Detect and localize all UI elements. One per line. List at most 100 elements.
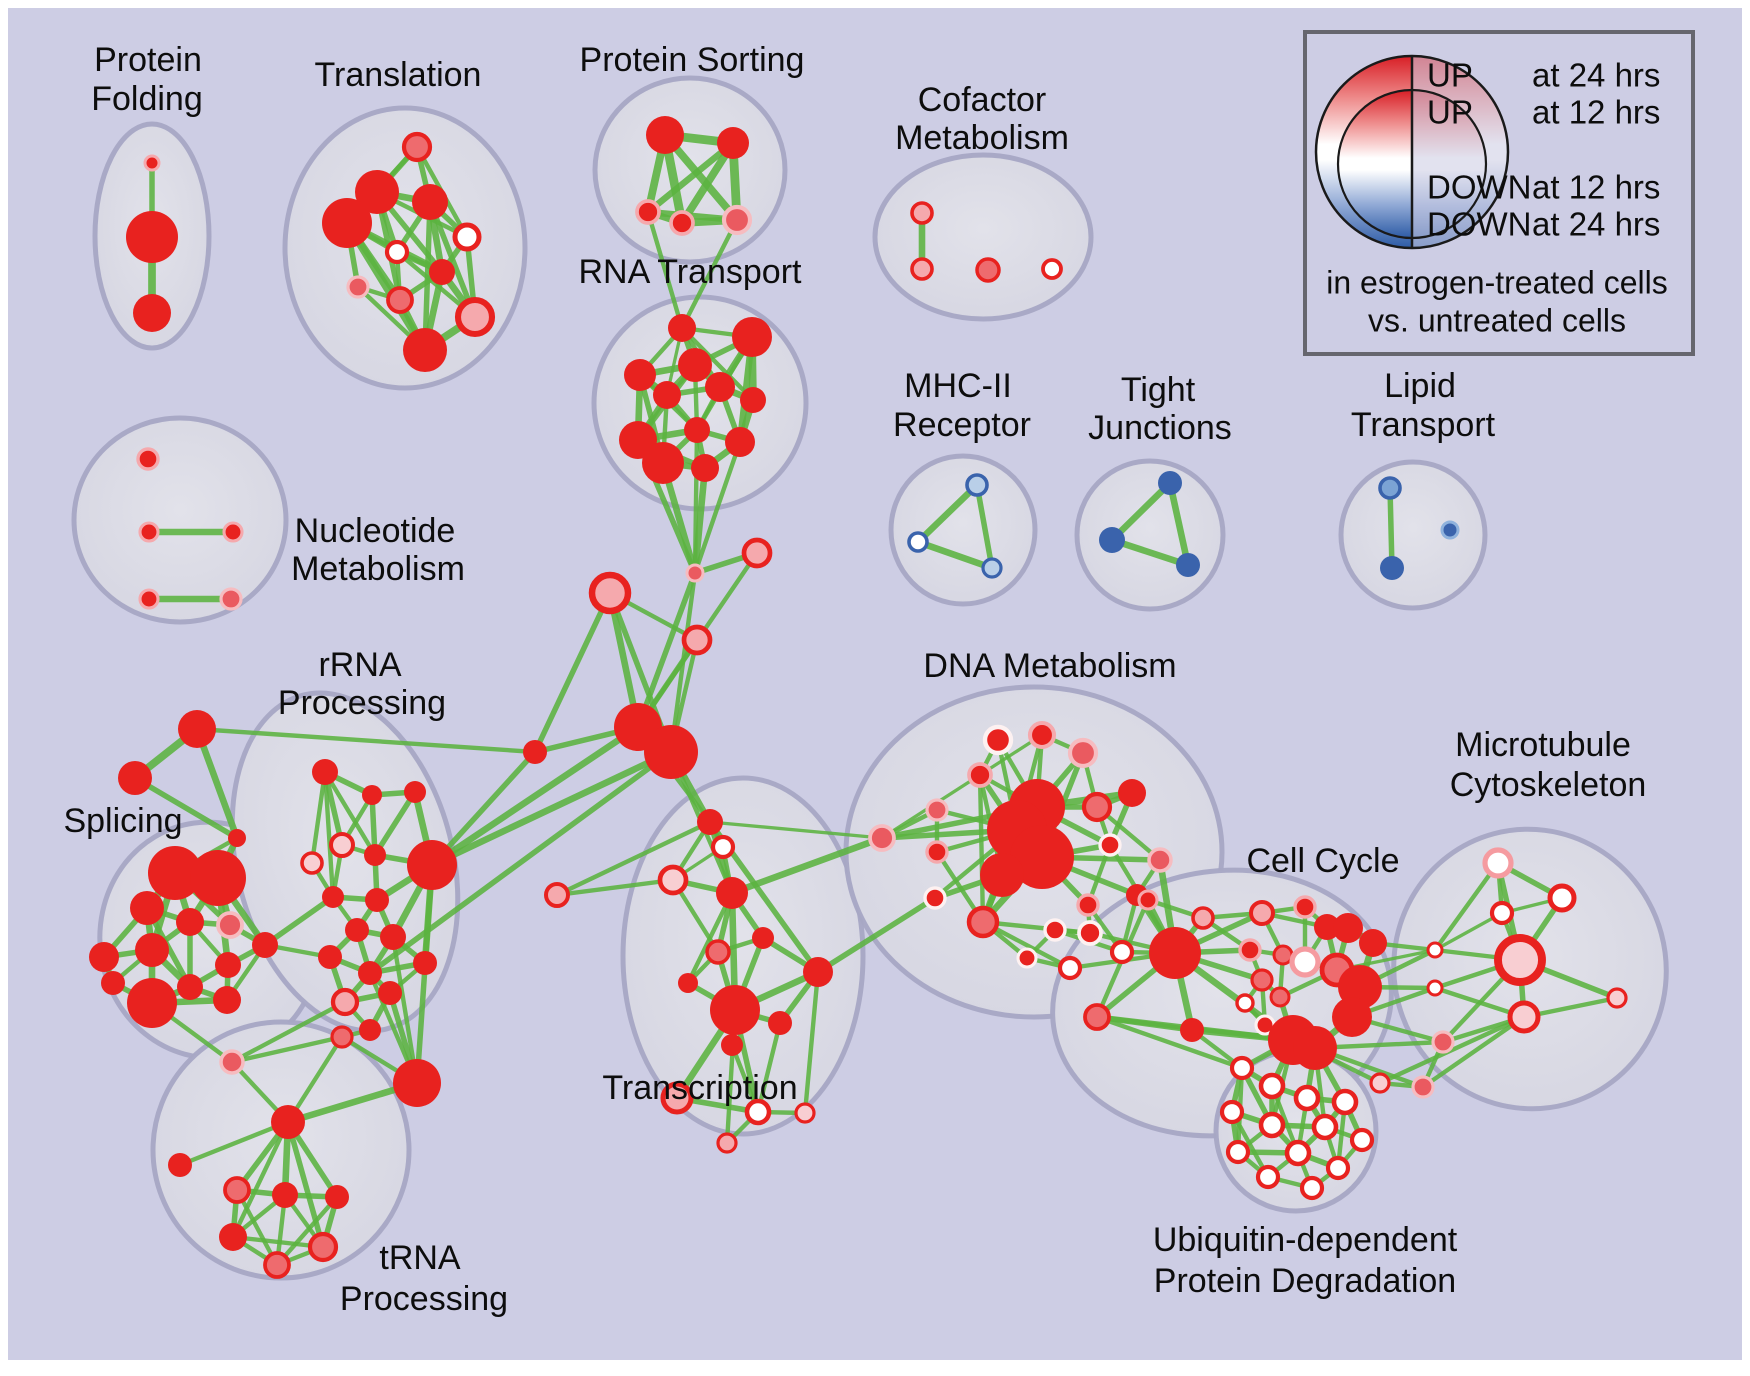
network-node [413,951,437,975]
network-node [768,1011,792,1035]
network-node [127,978,177,1028]
network-node [393,1059,441,1107]
network-edge [1094,1014,1195,1033]
network-edge [322,769,378,858]
network-node [1077,920,1103,946]
network-node [219,1049,245,1075]
cluster-label-rrna-processing: Processing [278,684,446,722]
network-node [219,587,243,611]
network-node [452,222,482,252]
network-node [1293,1084,1321,1112]
network-node [1333,913,1363,943]
network-edge [309,769,328,866]
network-node [716,1132,738,1154]
cluster-label-splicing: Splicing [63,802,182,840]
network-node [403,328,447,372]
network-node [135,933,169,967]
network-node [312,759,338,785]
network-node [1311,1113,1339,1141]
network-node [1426,979,1444,997]
network-node [252,932,278,958]
network-node [329,832,355,858]
network-node [803,957,833,987]
network-node [965,473,989,497]
cluster-label-tight-junctions: Junctions [1088,409,1232,447]
network-node [263,1251,291,1279]
network-node [1332,997,1372,1037]
legend-time-label: at 12 hrs [1532,94,1660,131]
network-edge [914,538,996,572]
cluster-label-lipid-transport: Transport [1351,406,1496,444]
cluster-label-nucleotide-metabolism: Metabolism [291,550,465,588]
network-node [1314,914,1340,940]
network-node [1289,946,1321,978]
network-node [544,882,570,908]
cluster-label-rna-transport: RNA Transport [579,253,803,291]
network-node [1083,1003,1111,1031]
network-edge [1094,1014,1245,1071]
network-node [1293,895,1317,919]
network-node [653,381,681,409]
network-node [384,239,410,265]
network-edge [390,934,420,1086]
network-node [717,127,749,159]
cluster-label-microtubule-cytoskeleton: Microtubule [1455,726,1631,764]
legend-direction-label: UP [1427,57,1473,94]
network-edge [708,820,884,840]
network-edge [679,325,756,403]
network-node [1258,1072,1286,1100]
network-node [378,981,402,1005]
network-node [1380,556,1404,580]
cluster-label-protein-folding: Folding [91,80,203,118]
network-node [322,886,344,908]
network-edge [644,139,737,216]
legend-direction-label: DOWN [1427,169,1531,206]
network-node [216,911,244,939]
network-node [1027,720,1057,750]
network-node [725,427,755,457]
network-node [624,359,656,391]
network-node [923,886,947,910]
legend-direction-label: UP [1427,94,1473,131]
network-node [272,1182,298,1208]
network-edge [429,749,538,868]
network-node [1238,938,1262,962]
network-edge [194,726,538,755]
network-node [1293,1026,1337,1070]
legend-time-label: at 24 hrs [1532,57,1660,94]
network-node [1225,1139,1251,1165]
network-node [364,844,386,866]
network-node [1258,1111,1286,1139]
network-node [118,761,152,795]
network-node [741,537,773,569]
network-edge [132,775,240,841]
network-node [1359,929,1387,957]
network-edge [1108,536,1192,569]
network-node [177,974,203,1000]
cluster-label-microtubule-cytoskeleton: Cytoskeleton [1450,766,1647,804]
cluster-label-mhc-ii-receptor: Receptor [893,406,1031,444]
network-node [190,850,246,906]
network-node [325,1185,349,1209]
network-node [1176,553,1200,577]
network-edge [322,769,336,900]
network-node [980,853,1024,897]
network-edge [532,590,613,755]
network-node [1494,934,1546,986]
network-edge [974,482,995,571]
network-node [1158,471,1182,495]
network-node [1098,833,1122,857]
network-node [868,824,896,852]
cluster-label-tight-junctions: Tight [1121,371,1196,409]
network-edge [1108,479,1174,544]
network-edge [367,749,674,976]
network-node [668,314,696,342]
cluster-label-trna-processing: Processing [340,1280,508,1318]
network-node [642,442,684,484]
cluster-label-cofactor-metabolism: Cofactor [918,81,1047,119]
network-node [318,945,342,969]
network-node [365,888,389,912]
network-nodes [89,116,1628,1279]
cluster-label-dna-metabolism: DNA Metabolism [923,647,1176,685]
